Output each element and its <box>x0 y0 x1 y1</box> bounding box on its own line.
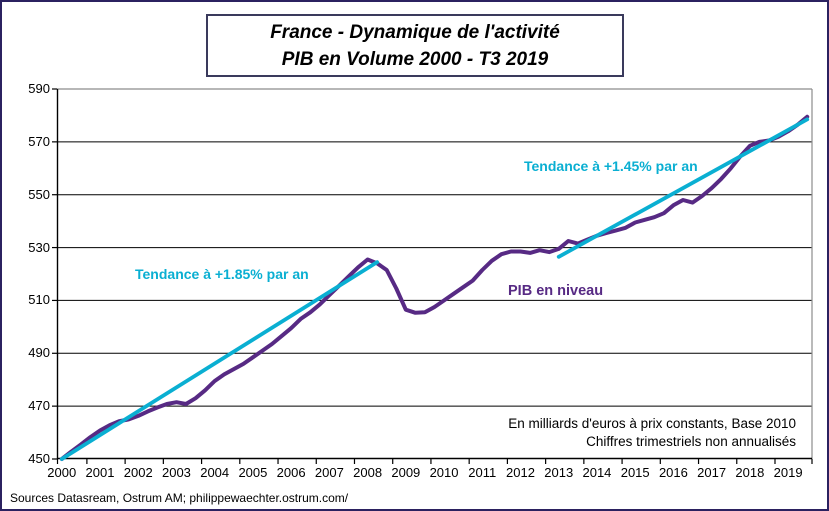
x-axis-label: 2000 <box>47 465 77 480</box>
y-axis-label: 590 <box>28 81 50 96</box>
x-axis-label: 2014 <box>582 465 612 480</box>
chart-title-box: France - Dynamique de l'activité PIB en … <box>206 14 624 77</box>
x-axis-label: 2002 <box>123 465 153 480</box>
trend-line-2 <box>556 117 810 259</box>
x-axis-label: 2003 <box>161 465 191 480</box>
x-axis-label: 2006 <box>276 465 306 480</box>
x-axis-label: 2016 <box>658 465 688 480</box>
chart-title-line1: France - Dynamique de l'activité <box>270 21 560 43</box>
units-note-line2: Chiffres trimestriels non annualisés <box>586 434 796 449</box>
x-axis-label: 2005 <box>238 465 268 480</box>
x-axis-label: 2017 <box>697 465 727 480</box>
x-axis-label: 2010 <box>429 465 459 480</box>
x-axis-label: 2001 <box>85 465 115 480</box>
units-note-line1: En milliards d'euros à prix constants, B… <box>508 416 796 431</box>
trend1-label: Tendance à +1.85% par an <box>135 266 309 282</box>
pib-series-label: PIB en niveau <box>508 283 604 299</box>
y-axis-label: 570 <box>28 133 50 149</box>
x-axis-label: 2013 <box>544 465 574 480</box>
trend-line-1 <box>59 260 380 461</box>
y-axis-label: 530 <box>28 239 50 255</box>
x-axis-label: 2019 <box>773 465 803 480</box>
x-axis-label: 2012 <box>506 465 535 480</box>
pib-series-line <box>59 114 810 461</box>
y-axis-label: 450 <box>28 451 50 466</box>
x-axis-label: 2011 <box>468 465 497 480</box>
plot-area <box>52 88 813 464</box>
x-axis-label: 2007 <box>314 465 344 480</box>
source-text: Sources Datasream, Ostrum AM; philippewa… <box>10 491 349 505</box>
y-axis-label: 550 <box>28 186 50 202</box>
y-axis-label: 490 <box>28 345 50 361</box>
x-axis-label: 2018 <box>735 465 765 480</box>
x-axis-label: 2008 <box>353 465 383 480</box>
x-axis-label: 2009 <box>391 465 421 480</box>
x-axis-label: 2004 <box>200 465 230 480</box>
chart-title-line2: PIB en Volume 2000 - T3 2019 <box>281 48 549 70</box>
x-axis-label: 2015 <box>620 465 650 480</box>
y-axis-label: 470 <box>28 398 50 414</box>
trend2-label: Tendance à +1.45% par an <box>524 158 698 174</box>
units-note: En milliards d'euros à prix constants, B… <box>508 415 796 451</box>
y-axis-label: 510 <box>28 292 50 308</box>
